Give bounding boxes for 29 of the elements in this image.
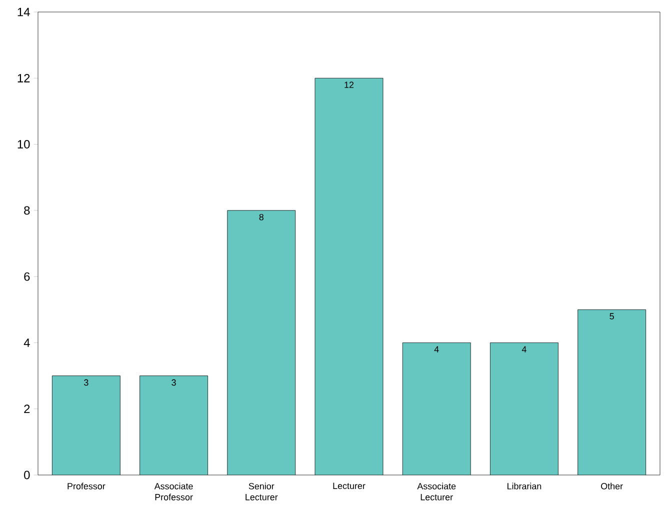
x-tick-label: Lecturer [333, 482, 366, 490]
data-label: 5 [610, 313, 614, 320]
bar [490, 342, 558, 475]
data-label: 4 [522, 346, 526, 352]
x-tick-label: Other [601, 482, 623, 490]
y-tick-label: 14 [18, 8, 30, 16]
bar [402, 342, 471, 475]
bar [227, 210, 296, 475]
x-tick-label: Senior Lecturer [246, 482, 278, 500]
x-tick-label: Librarian [508, 482, 542, 490]
bar [578, 309, 646, 475]
y-tick-label: 0 [24, 470, 30, 480]
x-tick-label: Associate Lecturer [417, 482, 456, 500]
y-tick-label: 10 [18, 140, 30, 149]
y-tick-label: 6 [24, 272, 30, 281]
y-tick-label: 8 [24, 206, 30, 215]
x-tick-label: Professor [68, 482, 106, 490]
data-label: 12 [344, 82, 354, 88]
y-tick-label: 12 [18, 74, 30, 82]
x-tick-label: Associate Professor [154, 482, 193, 500]
y-tick-label: 4 [24, 338, 30, 347]
data-label: 3 [172, 379, 176, 386]
data-label: 8 [259, 214, 264, 220]
bar [52, 376, 120, 475]
y-tick-label: 2 [24, 404, 30, 414]
bar [315, 78, 383, 475]
data-label: 3 [84, 379, 88, 386]
bar [140, 376, 208, 475]
data-label: 4 [434, 346, 439, 352]
